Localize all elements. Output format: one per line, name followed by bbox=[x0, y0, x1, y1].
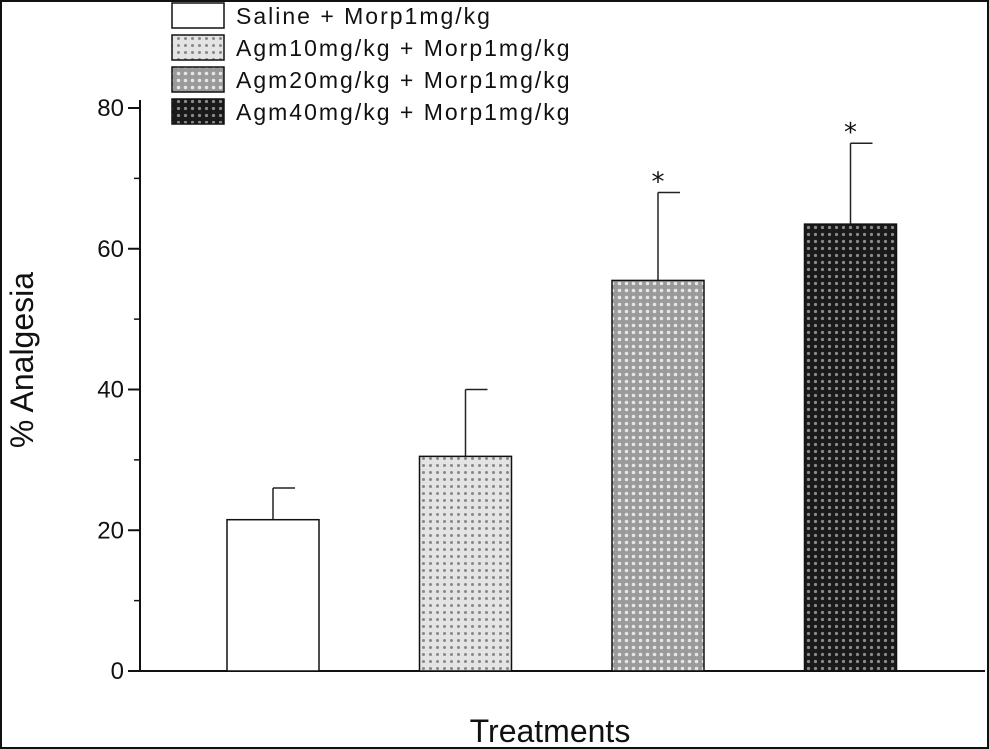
legend-swatch bbox=[171, 66, 225, 93]
legend-label: Saline + Morp1mg/kg bbox=[236, 3, 492, 29]
y-tick-label: 80 bbox=[97, 95, 124, 122]
x-axis-title: Treatments bbox=[470, 713, 631, 749]
y-tick-label: 20 bbox=[97, 517, 124, 544]
legend: Saline + Morp1mg/kg Agm10mg/kg + Morp1mg/… bbox=[171, 2, 572, 125]
legend-label: Agm20mg/kg + Morp1mg/kg bbox=[236, 67, 572, 93]
legend-swatch bbox=[171, 2, 225, 29]
legend-swatch bbox=[171, 98, 225, 125]
legend-label: Agm10mg/kg + Morp1mg/kg bbox=[236, 35, 572, 61]
significance-marker: * bbox=[844, 118, 857, 148]
legend-label: Agm40mg/kg + Morp1mg/kg bbox=[236, 99, 572, 125]
legend-swatch bbox=[171, 34, 225, 61]
bars: ** bbox=[226, 118, 898, 672]
y-axis-title: % Analgesia bbox=[4, 272, 40, 448]
y-tick-label: 40 bbox=[97, 377, 124, 404]
bar bbox=[611, 279, 705, 672]
bar bbox=[418, 455, 513, 672]
y-tick-label: 60 bbox=[97, 236, 124, 263]
significance-marker: * bbox=[652, 167, 665, 197]
bar bbox=[803, 223, 898, 672]
y-tick-label: 0 bbox=[111, 658, 124, 685]
bar bbox=[226, 518, 320, 672]
